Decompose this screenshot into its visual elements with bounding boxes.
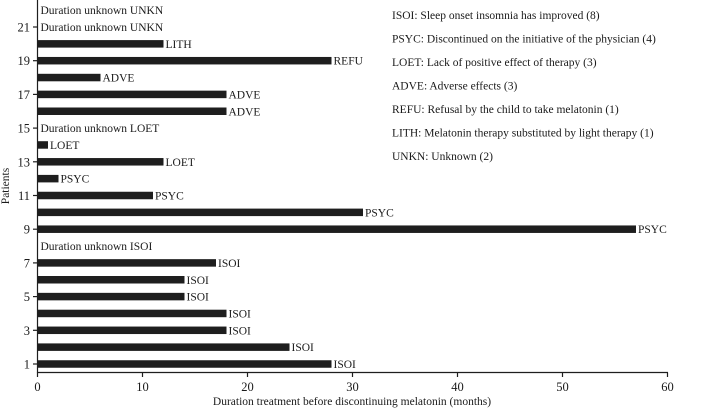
- y-tick-label: 13: [18, 155, 31, 169]
- legend: ISOI: Sleep onset insomnia has improved …: [392, 10, 656, 163]
- x-tick-label: 40: [451, 380, 464, 394]
- bar: [37, 40, 164, 48]
- bar-label: ISOI: [229, 308, 252, 320]
- bar-label: PSYC: [155, 191, 184, 203]
- bar: [37, 208, 363, 217]
- y-tick-label: 19: [18, 54, 31, 68]
- bar-label: ISOI: [187, 275, 210, 287]
- y-axis-label: Patients: [0, 167, 12, 204]
- legend-entry: REFU: Refusal by the child to take melat…: [392, 104, 619, 116]
- bars-layer: [37, 40, 636, 368]
- x-tick-label: 10: [136, 380, 149, 394]
- y-tick-label: 21: [18, 21, 31, 35]
- bar-label: ADVE: [229, 106, 261, 118]
- y-tick-label: 9: [24, 223, 30, 237]
- bar-label: ISOI: [292, 342, 315, 354]
- bar-label: ISOI: [187, 292, 210, 304]
- legend-entry: ISOI: Sleep onset insomnia has improved …: [392, 10, 600, 22]
- bar-label: ISOI: [229, 325, 252, 337]
- legend-entry: LOET: Lack of positive effect of therapy…: [392, 57, 597, 69]
- bar: [37, 90, 227, 99]
- bar-label: LITH: [166, 39, 192, 51]
- x-tick-label: 60: [661, 380, 674, 394]
- bar-label: REFU: [334, 56, 364, 68]
- legend-entry: ADVE: Adverse effects (3): [392, 81, 517, 93]
- y-tick-label: 17: [18, 88, 31, 102]
- bar-label: Duration unknown UNKN: [41, 5, 164, 17]
- bar: [37, 191, 153, 200]
- x-axis-label: Duration treatment before discontinuing …: [213, 396, 491, 408]
- bar: [37, 56, 332, 65]
- bar: [37, 292, 185, 301]
- bar-label: Duration unknown LOET: [41, 123, 160, 135]
- bar-label: ISOI: [218, 258, 241, 270]
- bar: [37, 276, 185, 284]
- legend-entry: PSYC: Discontinued on the initiative of …: [392, 34, 656, 46]
- bar: [37, 141, 48, 149]
- y-tick-label: 3: [24, 324, 30, 338]
- bar: [37, 158, 164, 166]
- y-tick-label: 5: [24, 290, 30, 304]
- x-ticks-layer: 0 10 20 30 40 50 60: [34, 372, 674, 394]
- x-tick-label: 50: [556, 380, 569, 394]
- bar-label: LOET: [50, 140, 79, 152]
- bar: [37, 107, 227, 115]
- bar-label: Duration unknown UNKN: [41, 22, 164, 34]
- y-tick-label: 7: [24, 256, 30, 270]
- bar: [37, 360, 332, 368]
- bar-label: ISOI: [334, 359, 357, 371]
- x-tick-label: 20: [241, 380, 254, 394]
- bar: [37, 174, 59, 183]
- bar: [37, 309, 227, 318]
- bar-labels-layer: ISOI ISOI ISOI ISOI ISOI ISOI ISOI Duration unk…: [41, 5, 668, 371]
- bar-label: PSYC: [365, 207, 394, 219]
- bar: [37, 326, 227, 335]
- bar: [37, 259, 216, 267]
- y-tick-label: 1: [24, 358, 30, 372]
- bar-label: LOET: [166, 157, 195, 169]
- legend-entry: UNKN: Unknown (2): [392, 151, 493, 163]
- bar-label: Duration unknown ISOI: [41, 241, 153, 253]
- bar: [37, 343, 290, 351]
- bar: [37, 225, 636, 233]
- bar-label: PSYC: [638, 224, 667, 236]
- y-tick-label: 11: [18, 189, 30, 203]
- x-tick-label: 30: [346, 380, 359, 394]
- bar: [37, 73, 101, 82]
- bar-label: ADVE: [103, 73, 135, 85]
- legend-entry: LITH: Melatonin therapy substituted by l…: [392, 128, 654, 140]
- y-tick-label: 15: [18, 122, 31, 136]
- bar-label: PSYC: [61, 174, 90, 186]
- bar-label: ADVE: [229, 89, 261, 101]
- x-tick-label: 0: [34, 380, 40, 394]
